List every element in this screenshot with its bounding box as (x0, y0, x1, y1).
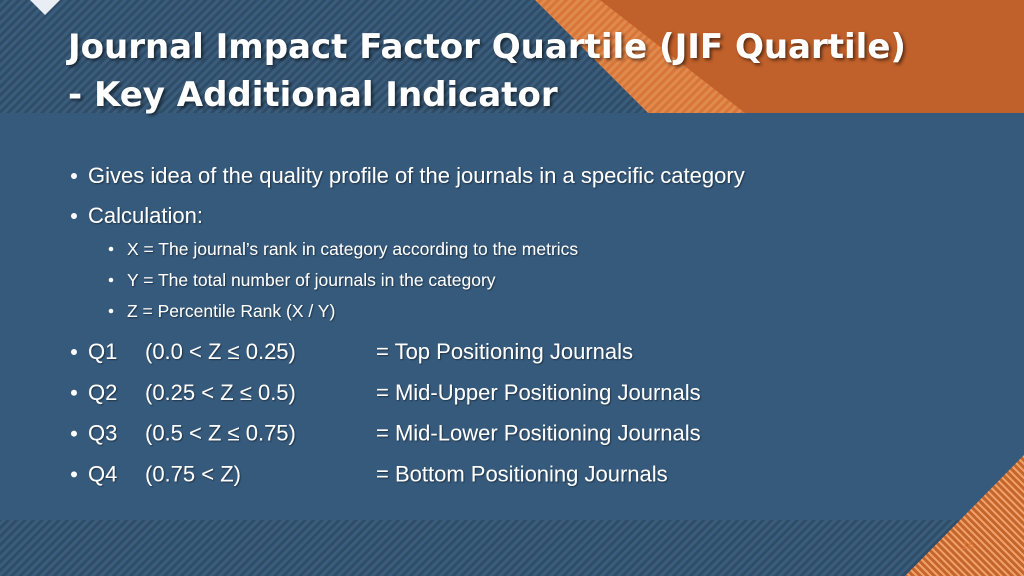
quartile-code: Q3 (88, 421, 117, 446)
quartile-list: Q1 (0.0 < Z ≤ 0.25) = Top Positioning Jour… (71, 339, 701, 486)
quartile-range: (0.25 < Z ≤ 0.5) (145, 380, 296, 405)
quartile-label: = Mid-Upper Positioning Journals (376, 380, 701, 405)
quartile-code: Q4 (88, 461, 117, 486)
quartile-label: = Mid-Lower Positioning Journals (376, 421, 701, 446)
sub-bullet (108, 246, 114, 252)
corner-mark (30, 0, 60, 15)
title-line: Journal Impact Factor Quartile (JIF Quar… (66, 27, 906, 67)
bullet (71, 471, 77, 478)
bullet (71, 349, 77, 355)
bullet (71, 430, 77, 437)
sub-bullet-text: Z = Percentile Rank (X / Y) (127, 301, 335, 321)
footer-band (0, 520, 1024, 576)
bullet (71, 213, 77, 219)
quartile-label: = Top Positioning Journals (376, 339, 633, 364)
quartile-code: Q1 (88, 339, 117, 364)
sub-bullet (108, 277, 114, 283)
sub-bullet (108, 308, 114, 314)
footer-accent (905, 455, 1024, 576)
content-panel (0, 113, 1024, 520)
bullet (71, 389, 77, 396)
sub-bullet-text: Y = The total number of journals in the … (127, 270, 496, 290)
bullet-list: Gives idea of the quality profile of the… (71, 163, 745, 321)
title-line: - Key Additional Indicator (68, 75, 558, 115)
sub-bullet-text: X = The journal’s rank in category accor… (127, 239, 578, 259)
page-number: 16 (962, 540, 974, 552)
quartile-range: (0.0 < Z ≤ 0.25) (145, 339, 296, 364)
bullet-text: Gives idea of the quality profile of the… (88, 163, 745, 188)
bullet (71, 173, 77, 179)
quartile-range: (0.75 < Z) (145, 461, 241, 486)
quartile-code: Q2 (88, 380, 117, 405)
quartile-range: (0.5 < Z ≤ 0.75) (145, 421, 296, 446)
header-accent-dark (600, 0, 1024, 113)
bullet-text: Calculation: (88, 203, 203, 228)
quartile-label: = Bottom Positioning Journals (376, 461, 668, 486)
